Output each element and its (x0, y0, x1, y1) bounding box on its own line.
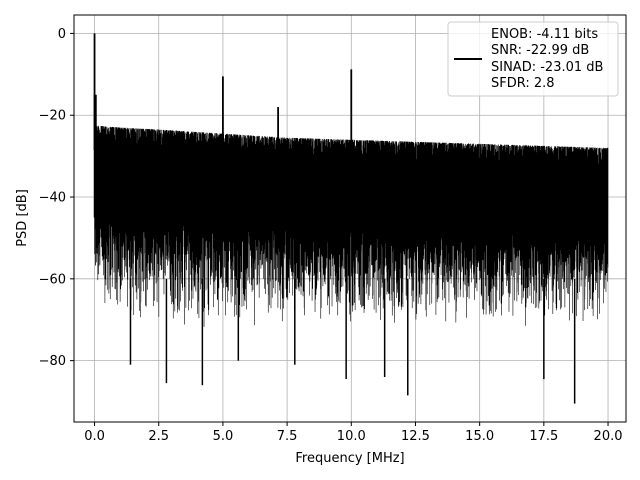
y-axis-ticks: 0 −20 −40 −60 −80 (39, 27, 74, 369)
x-tick-label: 20.0 (594, 429, 623, 444)
legend: ENOB: -4.11 bits SNR: -22.99 dB SINAD: -… (447, 21, 619, 97)
y-axis-label: PSD [dB] (15, 189, 30, 247)
legend-entry-sinad: SINAD: -23.01 dB (491, 60, 603, 75)
axes-frame (73, 14, 627, 423)
x-tick-label: 0.0 (84, 429, 105, 444)
y-tick-label: −60 (39, 272, 66, 287)
x-tick-label: 10.0 (337, 429, 366, 444)
legend-entry-enob: ENOB: -4.11 bits (491, 27, 598, 42)
legend-box (447, 21, 619, 97)
y-tick-label: −80 (39, 354, 66, 369)
x-tick-label: 2.5 (148, 429, 169, 444)
y-tick-label: 0 (58, 27, 66, 42)
legend-entry-sfdr: SFDR: 2.8 (491, 76, 555, 91)
legend-entry-snr: SNR: -22.99 dB (491, 43, 589, 58)
x-axis-ticks: 0.0 2.5 5.0 7.5 10.0 12.5 15.0 17.5 20.0 (84, 422, 623, 444)
x-tick-label: 5.0 (213, 429, 234, 444)
x-tick-label: 15.0 (465, 429, 494, 444)
x-axis-label: Frequency [MHz] (295, 451, 404, 466)
x-tick-label: 12.5 (401, 429, 430, 444)
y-tick-label: −40 (39, 191, 66, 206)
x-tick-label: 7.5 (277, 429, 298, 444)
psd-series (93, 33, 609, 404)
y-tick-label: −20 (39, 109, 66, 124)
x-tick-label: 17.5 (529, 429, 558, 444)
